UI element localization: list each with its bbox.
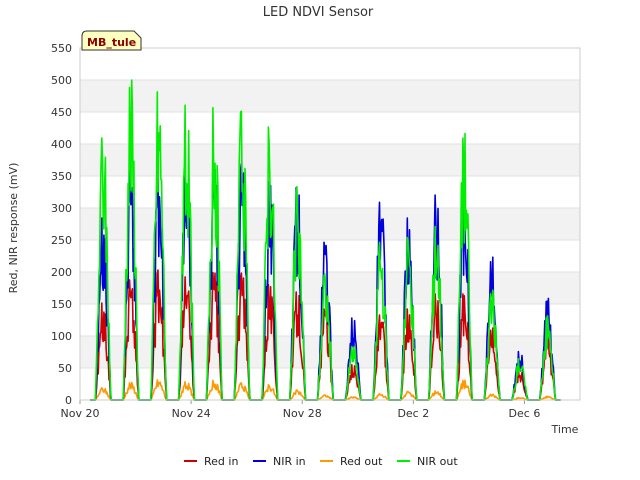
y-tick-label: 50 — [58, 362, 72, 375]
station-badge: MB_tule — [81, 30, 142, 51]
x-axis-ticks: Nov 20 Nov 24 Nov 28 Dec 2 Dec 6 — [61, 400, 541, 420]
plot-frame — [79, 47, 581, 401]
y-tick-label: 100 — [51, 330, 72, 343]
x-tick-label: Nov 28 — [283, 407, 322, 420]
y-tick-label: 500 — [51, 74, 72, 87]
y-tick-label: 400 — [51, 138, 72, 151]
y-axis-label: Red, NIR response (mV) — [7, 163, 20, 294]
station-label: MB_tule — [87, 36, 136, 49]
grid-band — [80, 48, 580, 80]
legend-label-red-in: Red in — [204, 455, 238, 468]
grid-band — [80, 112, 580, 144]
series-line-nir-out — [90, 79, 561, 401]
grid-band — [80, 368, 580, 400]
x-tick-label: Nov 20 — [61, 407, 100, 420]
legend-label-red-out: Red out — [340, 455, 383, 468]
y-tick-label: 0 — [65, 394, 72, 407]
x-axis-label: Time — [551, 423, 579, 436]
y-tick-label: 300 — [51, 202, 72, 215]
x-tick-label: Dec 2 — [397, 407, 429, 420]
x-tick-label: Nov 24 — [172, 407, 211, 420]
chart-title: LED NDVI Sensor — [263, 5, 374, 20]
legend: Red in NIR in Red out NIR out — [184, 455, 458, 468]
legend-label-nir-out: NIR out — [417, 455, 458, 468]
y-tick-label: 350 — [51, 170, 72, 183]
y-tick-label: 250 — [51, 234, 72, 247]
series-line-red-out — [90, 379, 561, 401]
y-tick-label: 550 — [51, 42, 72, 55]
grid-band — [80, 144, 580, 176]
grid-band — [80, 176, 580, 208]
series-layer — [90, 79, 561, 401]
y-axis-ticks: 0 50 100 150 200 250 300 350 400 450 500 550 — [51, 42, 72, 407]
y-tick-label: 200 — [51, 266, 72, 279]
legend-label-nir-in: NIR in — [273, 455, 306, 468]
x-tick-label: Dec 6 — [509, 407, 541, 420]
grid-band — [80, 80, 580, 112]
grid-band — [80, 208, 580, 240]
y-tick-label: 150 — [51, 298, 72, 311]
y-tick-label: 450 — [51, 106, 72, 119]
